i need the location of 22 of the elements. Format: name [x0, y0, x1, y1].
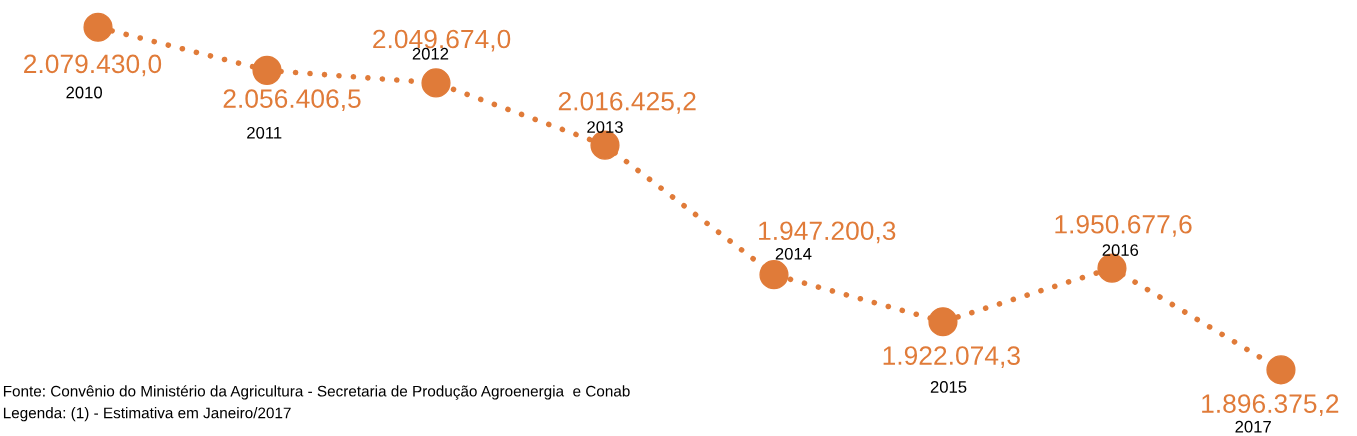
point: [928, 307, 958, 337]
annotation: Legenda: (1) - Estimativa em Janeiro/2017: [3, 407, 291, 422]
data-label: 1.950.677,6: [1055, 214, 1192, 237]
point: [252, 55, 282, 85]
data-label: 2.079.430,0: [24, 54, 162, 77]
annotation: 2010: [66, 86, 103, 99]
annotation: 2011: [247, 126, 282, 139]
point: [1266, 355, 1296, 385]
annotation: Fonte: Convênio do Ministério da Agricultura - Secretaria de Produção Agroenergia e Conab: [3, 385, 630, 400]
point: [759, 260, 789, 290]
data-label: 1.896.375,2: [1202, 394, 1339, 417]
data-label: 1.922.074,3: [883, 346, 1020, 369]
annotation: 2017: [1235, 420, 1271, 433]
data-label: 2.016.425,2: [558, 91, 696, 114]
annotation: 2013: [587, 121, 623, 133]
annotation: 2015: [930, 381, 967, 393]
point: [421, 68, 451, 98]
data-label: 2.056.406,5: [223, 89, 361, 112]
data-label: 1.947.200,3: [759, 221, 896, 244]
point: [83, 12, 113, 42]
annotation: 2014: [775, 247, 812, 260]
annotation: 2016: [1102, 244, 1139, 256]
